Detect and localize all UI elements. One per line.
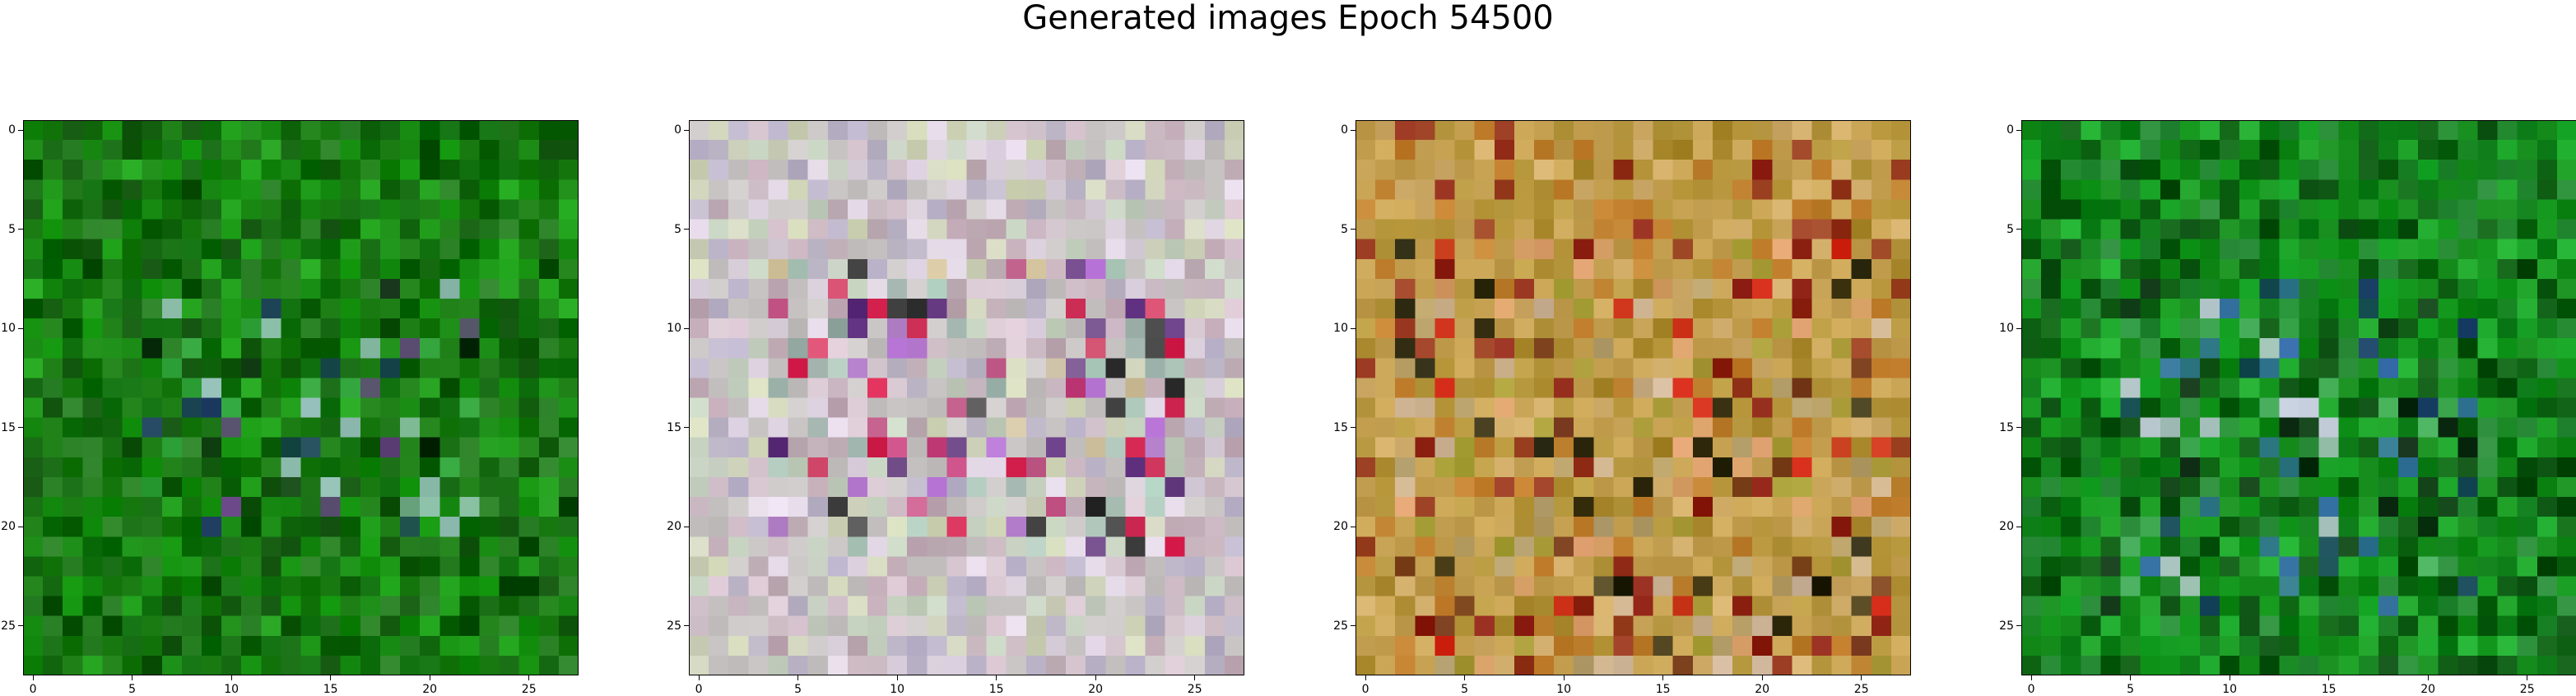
y-tick-mark-1-5 <box>18 229 23 230</box>
y-tick-mark-3-0 <box>1351 129 1355 131</box>
x-tick-mark-4-0 <box>2030 675 2032 680</box>
y-tick-label-1-15: 15 <box>1 420 16 434</box>
y-tick-label-4-15: 15 <box>1999 420 2014 434</box>
x-tick-mark-3-15 <box>1662 675 1664 680</box>
image-panel-1: 0 5 10 15 20 25 0 5 10 15 20 25 <box>1 120 579 696</box>
x-tick-mark-1-15 <box>330 675 332 680</box>
y-tick-label-4-10: 10 <box>1999 322 2014 336</box>
x-tick-mark-2-0 <box>698 675 700 680</box>
x-tick-label-3-10: 10 <box>1556 683 1572 696</box>
x-tick-label-2-10: 10 <box>890 683 905 696</box>
x-tick-label-1-0: 0 <box>29 683 37 696</box>
y-tick-mark-4-5 <box>2016 229 2021 230</box>
y-tick-mark-4-15 <box>2016 427 2021 429</box>
x-tick-label-4-15: 15 <box>2321 683 2337 696</box>
y-tick-mark-4-0 <box>2016 129 2021 131</box>
x-tick-label-4-10: 10 <box>2222 683 2238 696</box>
pixel-grid-4 <box>2021 120 2576 675</box>
x-tick-mark-1-5 <box>132 675 133 680</box>
y-tick-label-2-5: 5 <box>674 222 681 236</box>
x-tick-mark-3-25 <box>1861 675 1862 680</box>
x-tick-mark-3-5 <box>1464 675 1466 680</box>
x-tick-label-1-20: 20 <box>422 683 438 696</box>
x-tick-label-3-5: 5 <box>1461 683 1469 696</box>
x-tick-label-3-15: 15 <box>1655 683 1671 696</box>
x-tick-label-1-15: 15 <box>323 683 338 696</box>
y-tick-label-2-0: 0 <box>674 123 681 137</box>
x-tick-mark-3-10 <box>1563 675 1565 680</box>
x-tick-mark-1-0 <box>32 675 34 680</box>
y-tick-label-4-25: 25 <box>1999 619 2014 633</box>
y-tick-mark-3-15 <box>1351 427 1355 429</box>
x-tick-mark-1-25 <box>528 675 530 680</box>
x-tick-label-1-5: 5 <box>128 683 137 696</box>
x-tick-label-2-25: 25 <box>1187 683 1202 696</box>
x-tick-mark-4-20 <box>2427 675 2429 680</box>
x-tick-label-4-5: 5 <box>2127 683 2135 696</box>
y-tick-label-1-0: 0 <box>8 123 16 137</box>
x-tick-label-3-20: 20 <box>1755 683 1770 696</box>
y-tick-label-3-25: 25 <box>1333 619 1348 633</box>
pixel-grid-1 <box>23 120 579 675</box>
y-tick-label-1-5: 5 <box>8 222 16 236</box>
y-tick-label-3-5: 5 <box>1341 222 1348 236</box>
y-tick-mark-4-10 <box>2016 327 2021 329</box>
y-tick-label-3-20: 20 <box>1333 520 1348 534</box>
x-tick-mark-3-0 <box>1365 675 1366 680</box>
x-tick-mark-2-10 <box>896 675 898 680</box>
x-tick-mark-2-25 <box>1194 675 1196 680</box>
y-tick-label-1-10: 10 <box>1 322 16 336</box>
y-tick-label-2-25: 25 <box>667 619 681 633</box>
x-tick-mark-2-15 <box>996 675 997 680</box>
y-tick-label-4-0: 0 <box>2006 123 2014 137</box>
x-tick-label-4-25: 25 <box>2519 683 2535 696</box>
figure-title: Generated images Epoch 54500 <box>1022 0 1554 37</box>
y-tick-label-3-10: 10 <box>1333 322 1348 336</box>
x-tick-label-2-5: 5 <box>794 683 802 696</box>
x-tick-label-3-25: 25 <box>1853 683 1869 696</box>
x-tick-label-2-15: 15 <box>988 683 1004 696</box>
image-panel-3: 0 5 10 15 20 25 0 5 10 15 20 25 <box>1333 120 1911 696</box>
y-tick-mark-3-25 <box>1351 625 1355 627</box>
image-panel-4: 0 5 10 15 20 25 0 5 10 15 20 25 <box>1999 120 2576 696</box>
y-tick-mark-1-25 <box>18 625 23 627</box>
pixel-grid-2 <box>689 120 1244 675</box>
x-tick-label-4-0: 0 <box>2027 683 2035 696</box>
x-tick-mark-2-5 <box>797 675 799 680</box>
y-tick-mark-3-10 <box>1351 327 1355 329</box>
x-tick-mark-1-10 <box>230 675 232 680</box>
y-tick-label-4-20: 20 <box>1999 520 2014 534</box>
y-tick-label-3-15: 15 <box>1333 420 1348 434</box>
y-tick-mark-2-5 <box>684 229 689 230</box>
y-tick-mark-1-10 <box>18 327 23 329</box>
y-tick-mark-2-10 <box>684 327 689 329</box>
y-tick-label-2-10: 10 <box>667 322 681 336</box>
y-tick-label-1-20: 20 <box>1 520 16 534</box>
y-tick-mark-3-5 <box>1351 229 1355 230</box>
x-tick-label-1-10: 10 <box>224 683 239 696</box>
y-tick-mark-2-15 <box>684 427 689 429</box>
y-tick-label-3-0: 0 <box>1341 123 1348 137</box>
x-tick-mark-3-20 <box>1761 675 1763 680</box>
y-tick-label-4-5: 5 <box>2006 222 2014 236</box>
y-tick-mark-2-25 <box>684 625 689 627</box>
x-tick-mark-2-20 <box>1095 675 1096 680</box>
x-tick-label-4-20: 20 <box>2420 683 2436 696</box>
y-tick-mark-1-15 <box>18 427 23 429</box>
x-tick-mark-4-15 <box>2328 675 2330 680</box>
pixel-grid-3 <box>1355 120 1911 675</box>
y-tick-label-2-15: 15 <box>667 420 681 434</box>
x-tick-mark-4-5 <box>2130 675 2132 680</box>
x-tick-label-1-25: 25 <box>521 683 537 696</box>
y-tick-mark-1-0 <box>18 129 23 131</box>
y-tick-mark-2-0 <box>684 129 689 131</box>
image-panel-2: 0 5 10 15 20 25 0 5 10 15 20 25 <box>667 120 1244 696</box>
y-tick-mark-4-25 <box>2016 625 2021 627</box>
x-tick-label-2-20: 20 <box>1088 683 1104 696</box>
y-tick-label-1-25: 25 <box>1 619 16 633</box>
x-tick-label-3-0: 0 <box>1361 683 1369 696</box>
y-tick-label-2-20: 20 <box>667 520 681 534</box>
x-tick-label-2-0: 0 <box>695 683 703 696</box>
